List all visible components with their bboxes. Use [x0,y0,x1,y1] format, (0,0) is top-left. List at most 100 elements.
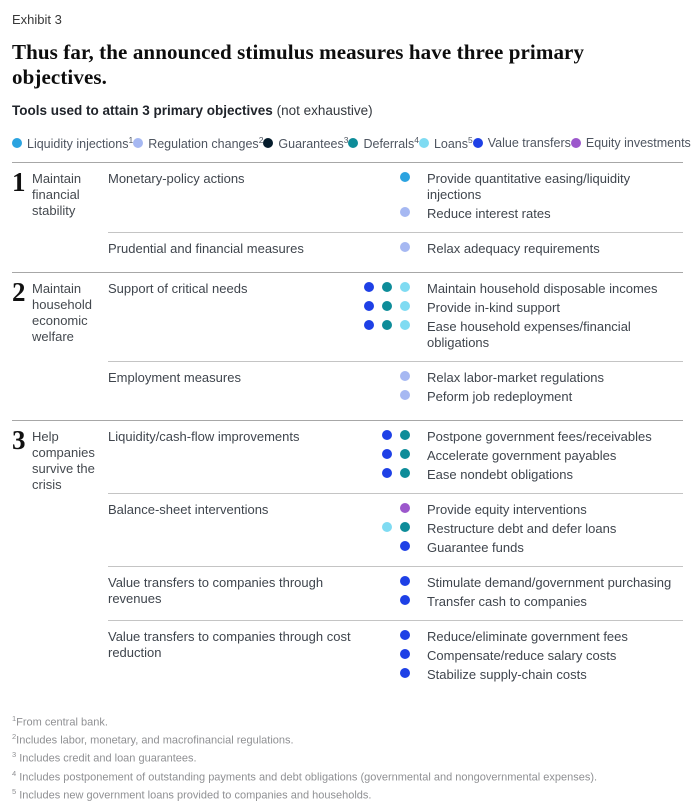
tool-items: Stimulate demand/government purchasing Tr… [364,573,683,611]
legend-sup: 4 [414,135,419,145]
objective-number: 1 [12,167,26,198]
objective: 3 Help companies survive the crisis [12,421,108,693]
liquidity-dot [400,172,410,183]
value_transfers-dot [364,320,374,331]
measure-label: Monetary-policy actions [108,171,245,187]
tool-dots [364,279,410,293]
footnote-text: Includes postponement of outstanding pay… [16,771,598,784]
loans-legend-dot [418,138,429,149]
measure-label: Balance-sheet interventions [108,502,269,518]
tool-items: Relax labor-market regulations Peform job… [364,368,683,406]
liquidity-legend-dot [12,138,22,149]
tool-items: Provide quantitative easing/liquidity in… [364,169,683,223]
tool-dots [364,627,410,641]
tool-dots [364,368,410,382]
value_transfers-dot [382,449,392,460]
measure-row: Liquidity/cash-flow improvements Postpone… [108,421,683,493]
tool-item: Provide in-kind support [364,298,683,316]
measure-label: Value transfers to companies through cos… [108,629,351,661]
sections: 1 Maintain financial stability Monetary-po… [12,162,683,698]
tool-dots [364,646,410,660]
measure-row: Value transfers to companies through cos… [108,620,683,693]
measure-label: Value transfers to companies through rev… [108,575,324,607]
value_transfers-dot [400,541,410,552]
measure-label: Support of critical needs [108,281,248,297]
measure-row: Value transfers to companies through rev… [108,566,683,620]
value_transfers-dot [382,430,392,441]
equity-dot [400,503,410,514]
loans-dot [400,282,410,293]
footnote-2: 2Includes labor, monetary, and macrofina… [12,730,683,748]
tool-item: Stabilize supply-chain costs [364,665,683,683]
legend-label: Regulation changes2 [148,135,264,152]
legend-sup: 1 [128,135,134,145]
tool-item-label: Relax labor-market regulations [427,370,605,386]
footnote-3: 3 Includes credit and loan guarantees. [12,748,683,766]
tool-item-label: Relax adequacy requirements [427,241,600,257]
tool-item: Maintain household disposable incomes [364,279,683,297]
tool-dots [364,239,410,253]
tool-item-label: Guarantee funds [427,540,524,556]
objective: 1 Maintain financial stability [12,163,108,267]
legend-label: Deferrals4 [363,135,419,152]
objective-label: Help companies survive the crisis [32,429,95,493]
tool-items: Provide equity interventions Restructure … [364,500,683,557]
tool-item: Accelerate government payables [364,446,683,464]
tool-item-label: Stabilize supply-chain costs [427,667,587,683]
loans-dot [382,522,392,533]
regulation-dot [400,207,410,218]
tool-item-label: Restructure debt and defer loans [427,521,617,537]
tool-dots [364,387,410,401]
legend-sup: 3 [343,135,349,145]
deferrals-dot [382,301,392,312]
legend-item-liquidity: Liquidity injections1 [12,135,133,151]
equity-legend-dot [570,138,581,149]
measure-label: Prudential and financial measures [108,241,304,257]
tool-item-label: Postpone government fees/receivables [427,429,652,445]
tool-item: Compensate/reduce salary costs [364,646,683,664]
deferrals-dot [382,282,392,293]
tool-item-label: Ease household expenses/financial obliga… [427,319,631,351]
measure-row: Support of critical needs Maintain househ… [108,273,683,361]
tool-item-label: Provide in-kind support [427,300,560,316]
objective-label: Maintain household economic welfare [32,281,92,345]
tool-dots [364,446,410,460]
tool-dots [364,204,410,218]
tool-item: Ease household expenses/financial obliga… [364,317,683,351]
footnote-text: From central bank. [16,716,108,729]
footnote-text: Includes labor, monetary, and macrofinan… [16,734,294,747]
value_transfers-dot [382,468,392,479]
tool-item: Transfer cash to companies [364,592,683,610]
section-2: 2 Maintain household economic welfare Supp… [12,272,683,420]
section-3: 3 Help companies survive the crisis Liquid… [12,420,683,698]
tool-item-label: Provide equity interventions [427,502,587,518]
tool-item: Reduce/eliminate government fees [364,627,683,645]
tool-item: Reduce interest rates [364,204,683,222]
tool-item-label: Reduce/eliminate government fees [427,629,628,645]
tool-item: Provide equity interventions [364,500,683,518]
tool-item: Postpone government fees/receivables [364,427,683,445]
value_transfers-dot [364,282,374,293]
deferrals-dot [400,430,410,441]
tool-item: Guarantee funds [364,538,683,556]
objective-number: 2 [12,277,26,308]
value_transfers-dot [364,301,374,312]
tool-item-label: Reduce interest rates [427,206,551,222]
legend: Liquidity injections1 Regulation changes2… [12,135,691,152]
measure-row: Balance-sheet interventions Provide equit… [108,493,683,566]
legend-label: Value transfers [487,136,571,151]
legend-item-loans: Loans5 [418,135,473,151]
tool-dots [364,538,410,552]
measure-row: Prudential and financial measures Relax a… [108,232,683,267]
legend-sup: 2 [258,135,264,145]
measure-row: Monetary-policy actions Provide quantitat… [108,163,683,232]
regulation-dot [400,390,410,401]
chart-subtitle: Tools used to attain 3 primary objective… [12,103,683,118]
measure-rows: Support of critical needs Maintain househ… [108,273,683,415]
subtitle-bold: Tools used to attain 3 primary objective… [12,103,273,118]
tool-dots [364,592,410,606]
subtitle-note: (not exhaustive) [272,103,373,118]
tool-dots [364,317,410,331]
footnote-5: 5 Includes new government loans provided… [12,785,683,803]
